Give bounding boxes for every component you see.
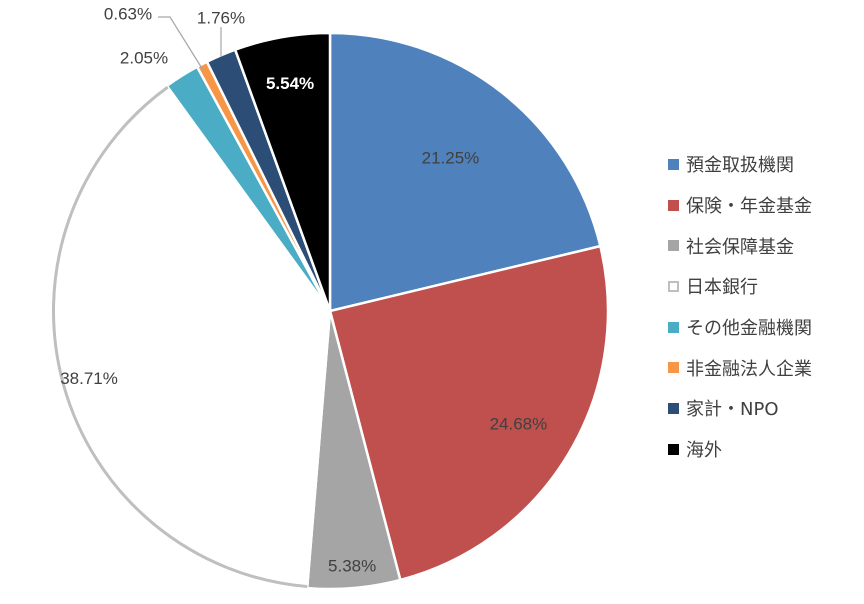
legend-label: 海外 [686,440,722,462]
data-label-social-security: 5.38% [328,556,376,575]
pie-slice-outline-bank-of-japan [52,85,308,589]
data-label-nonfinancial-corporations: 0.63% [104,5,152,24]
pie-slice-insurance-pension [328,244,610,582]
legend: 預金取扱機関 保険・年金基金 社会保障基金 日本銀行 その他金融機関 非金融法人… [668,144,812,470]
legend-label: 日本銀行 [686,277,758,299]
legend-item-bank-of-japan: 日本銀行 [668,266,812,307]
legend-item-insurance-pension: 保険・年金基金 [668,185,812,226]
legend-label: その他金融機関 [686,318,812,340]
legend-swatch [668,402,679,414]
legend-label: 預金取扱機関 [686,155,794,177]
legend-swatch [668,321,679,333]
legend-item-households-npo: 家計・NPO [668,388,812,429]
leader-line-nonfinancial-corporations [158,16,204,71]
legend-swatch [668,158,679,170]
legend-item-nonfinancial-corporations: 非金融法人企業 [668,347,812,388]
legend-label: 社会保障基金 [686,236,794,258]
legend-swatch [668,240,679,252]
legend-item-social-security: 社会保障基金 [668,225,812,266]
data-label-other-financial: 2.05% [120,49,168,68]
legend-item-deposit-institutions: 預金取扱機関 [668,144,812,185]
legend-swatch [668,362,679,374]
legend-swatch [668,280,679,292]
pie-slice-overseas [233,31,332,313]
data-label-insurance-pension: 24.68% [490,414,548,433]
data-label-households-npo: 1.76% [197,9,245,28]
data-label-bank-of-japan: 38.71% [60,369,118,388]
pie-slice-deposit-institutions [328,31,602,313]
legend-swatch [668,199,679,211]
legend-label: 家計・NPO [686,399,779,421]
legend-label: 保険・年金基金 [686,196,812,218]
legend-item-other-financial: その他金融機関 [668,307,812,348]
data-label-overseas: 5.54% [266,74,314,93]
data-label-deposit-institutions: 21.25% [422,149,480,168]
legend-swatch [668,443,679,455]
legend-item-overseas: 海外 [668,429,812,470]
legend-label: 非金融法人企業 [686,358,812,380]
